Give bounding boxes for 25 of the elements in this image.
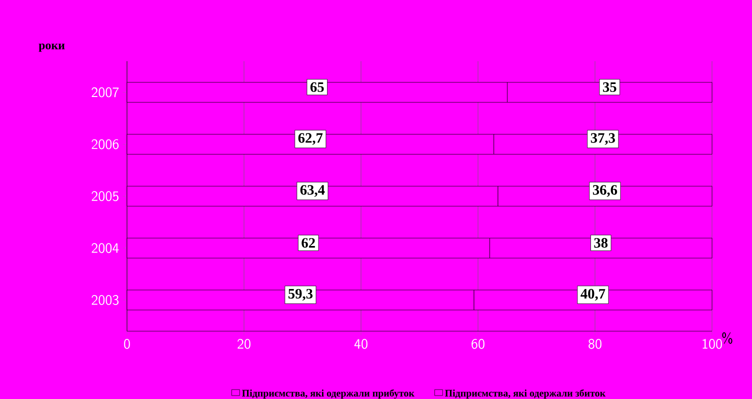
data-label: 36,6 <box>592 185 618 197</box>
data-label: 62 <box>302 238 315 248</box>
x-tick-label: 80 <box>588 338 602 349</box>
y-tick-label: 2007 <box>92 87 119 98</box>
data-label: 40,7 <box>580 288 606 301</box>
y-tick-label: 2004 <box>92 243 119 254</box>
y-tick-label: 2006 <box>92 139 119 150</box>
y-tick-label: 2005 <box>92 191 119 202</box>
data-label: 35 <box>603 82 616 92</box>
data-label: 62,7 <box>298 133 323 145</box>
y-tick-label: 2003 <box>92 294 119 305</box>
x-tick-label: 0 <box>124 338 130 349</box>
x-tick-label: 40 <box>354 338 368 349</box>
y-axis-title: роки <box>38 44 65 52</box>
x-tick-label: 60 <box>472 338 484 349</box>
x-tick-label: 20 <box>238 338 250 349</box>
legend-label: Підприємства, які одержали прибуток <box>242 389 414 399</box>
data-label: 59,3 <box>288 288 313 301</box>
data-label: 38 <box>594 238 608 248</box>
data-label: 37,3 <box>590 133 615 145</box>
legend-label: Підприємства, які одержали збиток <box>444 389 606 399</box>
x-tick-label: 100 <box>702 338 722 349</box>
data-label: 63,4 <box>300 185 325 197</box>
data-label: 65 <box>310 82 324 92</box>
x-axis-title: % <box>722 332 732 344</box>
